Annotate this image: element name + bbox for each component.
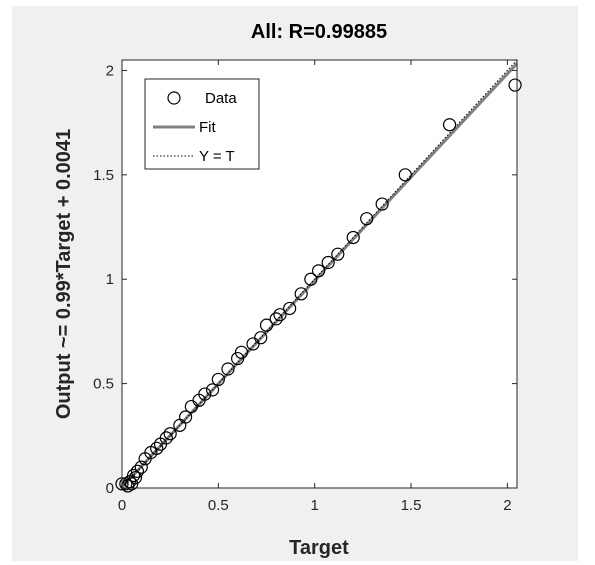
data-point [398, 168, 412, 182]
x-tick-label: 2 [503, 497, 511, 514]
x-tick-label: 1.5 [401, 497, 422, 514]
data-point [159, 431, 173, 445]
data-point [311, 264, 326, 278]
data-point [125, 477, 139, 491]
data-point [508, 78, 522, 92]
chart-title: All: R=0.99885 [251, 21, 387, 43]
data-point [150, 441, 164, 455]
y-axis-label: Output ~= 0.99*Target + 0.0041 [53, 129, 75, 419]
fit-line [120, 62, 519, 489]
data-point [126, 468, 141, 483]
x-tick-label: 1 [311, 497, 319, 514]
data-point [304, 272, 318, 286]
data-point [205, 383, 220, 397]
data-point [211, 372, 225, 387]
data-point [130, 464, 145, 478]
axes-box [121, 59, 518, 489]
lines-layer [120, 59, 519, 489]
data-point [234, 345, 249, 359]
data-point [360, 212, 374, 226]
data-point [273, 308, 287, 322]
y-tick-label: 0 [106, 480, 114, 497]
y-tick-label: 0.5 [93, 376, 114, 393]
data-point [269, 312, 283, 326]
x-tick-label: 0 [118, 497, 126, 514]
data-point [178, 410, 193, 424]
data-point [375, 197, 389, 211]
data-point [294, 287, 308, 301]
y-tick-label: 2 [106, 62, 114, 79]
data-point [331, 247, 345, 261]
y-tick-label: 1.5 [93, 167, 114, 184]
legend-data-label: Data [205, 90, 237, 107]
data-point [134, 460, 148, 474]
data-point [231, 351, 245, 366]
legend-data-marker [167, 91, 181, 105]
legend-identity-label: Y = T [199, 148, 235, 165]
data-point [198, 387, 212, 401]
y-ticks: 0 0.5 1 1.5 2 [93, 62, 517, 497]
y-tick-label: 1 [106, 271, 114, 288]
data-point [128, 470, 143, 485]
x-axis-label: Target [289, 537, 349, 559]
legend-box [144, 78, 260, 170]
data-point [254, 331, 268, 345]
identity-line [121, 59, 518, 489]
x-tick-label: 0.5 [208, 497, 229, 514]
regression-chart: 0 0.5 1 1.5 2 0 0.5 1 1.5 2 All: R=0.99885 Targe… [53, 21, 522, 559]
data-point [163, 427, 177, 441]
data-point [259, 318, 274, 332]
legend-fit-label: Fit [199, 119, 216, 136]
data-point [221, 362, 235, 376]
data-point [283, 301, 297, 316]
data-point [321, 255, 335, 270]
x-ticks: 0 0.5 1 1.5 2 [118, 60, 512, 514]
data-point [442, 118, 457, 132]
legend: Data Fit Y = T [144, 78, 260, 170]
figure-background: 0 0.5 1 1.5 2 0 0.5 1 1.5 2 All: R=0.99885 Targe… [12, 6, 578, 561]
data-point [346, 230, 360, 245]
